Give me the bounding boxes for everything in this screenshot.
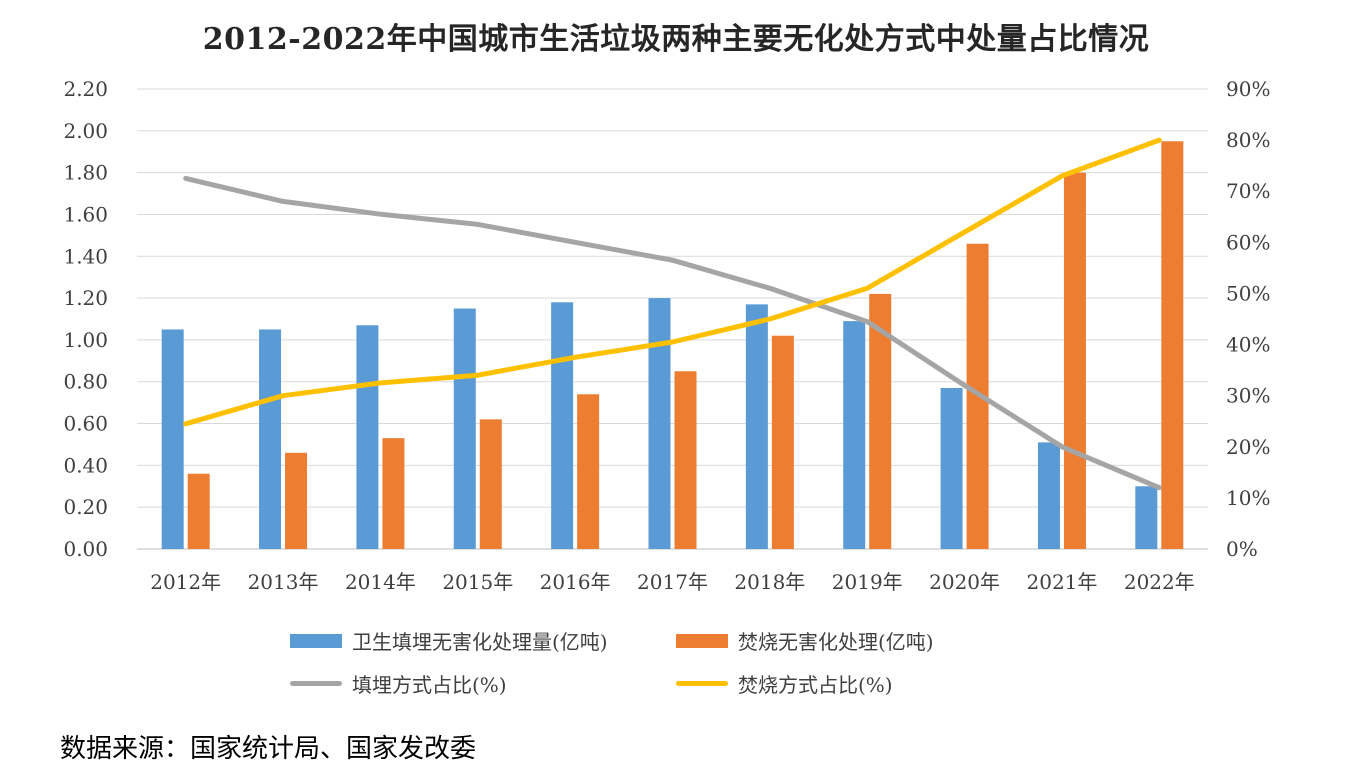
legend-label-incineration-share: 焚烧方式占比(%): [738, 673, 893, 697]
y-left-tick-label: 0.20: [63, 495, 108, 519]
chart-title: 2012-2022年中国城市生活垃圾两种主要无化处方式中处量占比情况: [202, 22, 1150, 57]
legend-swatch-yellow: [676, 681, 728, 686]
legend-item-landfill-volume: 卫生填埋无害化处理量(亿吨): [290, 626, 608, 655]
legend-item-incineration-share: 焚烧方式占比(%): [676, 669, 893, 698]
y-left-tick-label: 0.60: [63, 412, 108, 436]
x-tick-label: 2019年: [832, 570, 903, 594]
x-tick-label: 2021年: [1027, 570, 1098, 594]
bar-landfill-volume: [551, 302, 574, 549]
bar-landfill-volume: [843, 321, 866, 549]
bar-incineration-volume: [285, 452, 308, 549]
y-left-tick-label: 2.20: [63, 77, 108, 101]
y-right-tick-label: 10%: [1226, 486, 1270, 510]
y-right-tick-label: 80%: [1226, 128, 1270, 152]
line-incineration-share: [183, 137, 1162, 427]
legend-label-landfill-volume: 卫生填埋无害化处理量(亿吨): [352, 630, 608, 654]
y-right-tick-label: 0%: [1226, 537, 1258, 561]
y-right-tick-label: 90%: [1226, 77, 1270, 101]
x-tick-label: 2018年: [734, 570, 805, 594]
x-axis-labels: 2012年 2013年 2014年 2015年 2016年 2017年 2018年 2019年…: [150, 570, 1195, 594]
y-right-tick-label: 70%: [1226, 179, 1270, 203]
x-tick-label: 2016年: [540, 570, 611, 594]
source-note: 数据来源：国家统计局、国家发改委: [60, 734, 477, 764]
bar-incineration-volume: [187, 473, 210, 549]
bar-incineration-volume: [382, 438, 405, 549]
x-tick-label: 2014年: [345, 570, 416, 594]
lines: [183, 137, 1162, 491]
legend-swatch-orange: [676, 633, 728, 648]
y-left-tick-label: 1.60: [63, 202, 108, 226]
y-right-tick-label: 20%: [1226, 435, 1270, 459]
y-left-tick-label: 2.00: [63, 119, 108, 143]
y-left-tick-label: 0.00: [63, 537, 108, 561]
bar-landfill-volume: [453, 308, 476, 549]
bar-landfill-volume: [259, 329, 282, 549]
y-left-tick-label: 1.20: [63, 286, 108, 310]
legend-swatch-gray: [290, 681, 342, 686]
bar-incineration-volume: [1063, 172, 1086, 550]
y-left-tick-label: 1.80: [63, 161, 108, 185]
legend-swatch-blue: [290, 633, 342, 648]
bar-landfill-volume: [745, 304, 768, 549]
bar-incineration-volume: [674, 371, 697, 549]
y-left-tick-label: 1.40: [63, 244, 108, 268]
y-left-tick-label: 0.40: [63, 453, 108, 477]
legend-label-incineration-volume: 焚烧无害化处理(亿吨): [738, 630, 934, 654]
x-tick-label: 2012年: [150, 570, 221, 594]
x-tick-label: 2013年: [248, 570, 319, 594]
bar-incineration-volume: [1161, 141, 1184, 550]
legend-item-incineration-volume: 焚烧无害化处理(亿吨): [676, 626, 934, 655]
y-right-tick-label: 40%: [1226, 333, 1270, 357]
x-tick-label: 2022年: [1124, 570, 1195, 594]
bar-incineration-volume: [479, 419, 502, 549]
legend-label-landfill-share: 填埋方式占比(%): [352, 673, 507, 697]
bar-landfill-volume: [356, 325, 379, 549]
bar-landfill-volume: [648, 298, 671, 549]
bar-incineration-volume: [577, 394, 600, 549]
legend-item-landfill-share: 填埋方式占比(%): [290, 669, 507, 698]
y-left-tick-label: 1.00: [63, 328, 108, 352]
y-right-tick-label: 30%: [1226, 384, 1270, 408]
bar-incineration-volume: [869, 293, 892, 549]
left-axis-ticks: 0.00 0.20 0.40 0.60 0.80 1.00 1.20 1.40 1.60 1.80…: [63, 77, 108, 561]
x-tick-label: 2020年: [929, 570, 1000, 594]
x-tick-label: 2017年: [637, 570, 708, 594]
x-tick-label: 2015年: [442, 570, 513, 594]
bar-incineration-volume: [771, 335, 794, 549]
right-axis-ticks: 0% 10% 20% 30% 40% 50% 60% 70% 80% 90%: [1226, 77, 1270, 561]
y-right-tick-label: 50%: [1226, 281, 1270, 305]
bar-landfill-volume: [161, 329, 184, 549]
gridlines: [137, 88, 1208, 550]
line-landfill-share: [183, 175, 1162, 491]
bar-landfill-volume: [1135, 486, 1158, 549]
bar-landfill-volume: [940, 388, 963, 549]
bars: [161, 141, 1184, 550]
y-left-tick-label: 0.80: [63, 370, 108, 394]
y-right-tick-label: 60%: [1226, 230, 1270, 254]
bar-landfill-volume: [1037, 442, 1060, 549]
